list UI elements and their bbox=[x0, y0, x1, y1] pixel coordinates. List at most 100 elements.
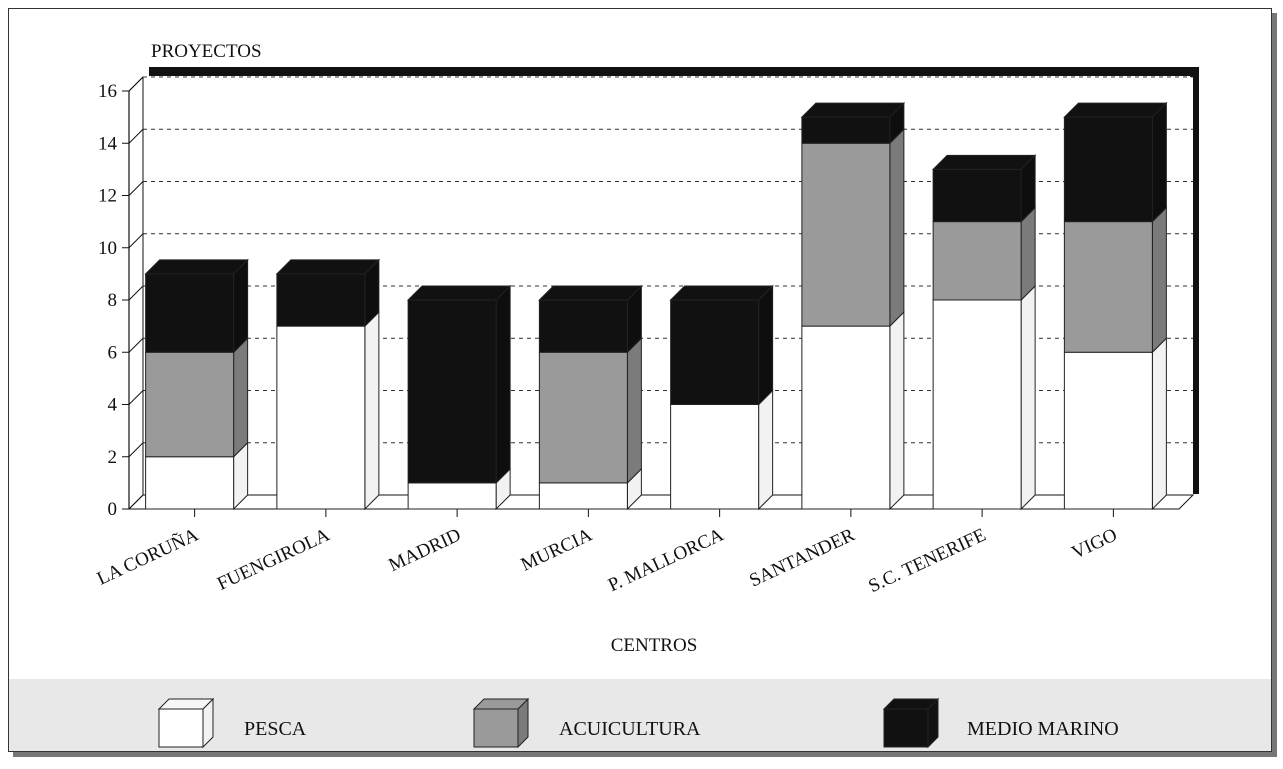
bar-stack bbox=[1063, 101, 1168, 511]
x-tick-label: MURCIA bbox=[518, 524, 596, 575]
bar-side bbox=[1151, 337, 1167, 511]
bar-stack bbox=[931, 154, 1037, 511]
bar-segment bbox=[670, 404, 760, 510]
bar-segment bbox=[276, 325, 366, 510]
bar-segment bbox=[932, 221, 1022, 301]
y-tick-label: 2 bbox=[108, 447, 118, 468]
legend-swatch-top bbox=[882, 698, 940, 710]
chart-frame: 0 2 4 6 8 10 12 14 16 LA CORUÑA FUENGIROLA MADRID M… bbox=[8, 8, 1272, 752]
bar-top bbox=[144, 259, 249, 275]
y-tick-label: 12 bbox=[98, 186, 117, 207]
bar-stack bbox=[144, 258, 249, 511]
y-tick-depth bbox=[128, 128, 144, 144]
bar-side bbox=[889, 310, 905, 511]
bar-stack bbox=[538, 284, 643, 511]
y-tick-label: 16 bbox=[98, 81, 117, 102]
bar-stack bbox=[800, 101, 906, 511]
x-tick-label: SANTANDER bbox=[746, 524, 858, 591]
y-tick-label: 8 bbox=[108, 290, 118, 311]
bar-segment bbox=[932, 168, 1022, 223]
legend-item: MEDIO MARINO bbox=[882, 697, 1119, 749]
legend-item: PESCA bbox=[157, 697, 307, 749]
x-tick-labels: LA CORUÑA FUENGIROLA MADRID MURCIA P. MALLOR… bbox=[93, 523, 1120, 597]
bar-segment bbox=[145, 351, 235, 458]
back-wall-right-edge bbox=[1190, 67, 1199, 494]
bar-segment bbox=[932, 299, 1022, 510]
y-tick-label: 6 bbox=[108, 342, 118, 363]
y-tick-label: 10 bbox=[98, 238, 117, 259]
bar-side bbox=[626, 337, 642, 485]
bar-side bbox=[233, 258, 249, 354]
bar-top bbox=[931, 154, 1037, 170]
bar-segment bbox=[538, 299, 628, 353]
legend-label: MEDIO MARINO bbox=[967, 718, 1119, 740]
bar-segment bbox=[276, 273, 366, 327]
x-axis-label: CENTROS bbox=[611, 635, 698, 656]
bar-side bbox=[364, 310, 380, 511]
bar-segment bbox=[1063, 221, 1153, 353]
bar-segment bbox=[145, 456, 235, 510]
y-tick-depth bbox=[128, 337, 144, 353]
bar-top bbox=[538, 285, 643, 301]
bar-segment bbox=[1063, 116, 1153, 223]
y-tick-label: 4 bbox=[108, 395, 118, 416]
y-tick-depth bbox=[128, 181, 144, 196]
legend-band bbox=[9, 679, 1271, 751]
x-tick-label: MADRID bbox=[386, 524, 465, 576]
legend-swatch-top bbox=[157, 698, 215, 710]
bar-top bbox=[800, 102, 906, 118]
bar-segment bbox=[538, 482, 628, 510]
x-tick-label: FUENGIROLA bbox=[214, 524, 333, 594]
bar-segment bbox=[801, 116, 891, 144]
y-axis-label: PROYECTOS bbox=[151, 41, 262, 62]
y-tick-labels: 0 2 4 6 8 10 12 14 16 bbox=[98, 81, 118, 520]
bar-stack bbox=[669, 284, 774, 511]
legend-label: ACUICULTURA bbox=[559, 718, 701, 740]
bar-segment bbox=[801, 325, 891, 510]
bar-segment bbox=[1063, 351, 1153, 510]
y-tick-label: 0 bbox=[108, 499, 118, 520]
x-tick-label: LA CORUÑA bbox=[93, 523, 202, 589]
legend-swatch-top bbox=[472, 698, 530, 710]
y-tick-depth bbox=[128, 285, 144, 301]
y-tick-label: 14 bbox=[98, 133, 118, 154]
legend-label: PESCA bbox=[244, 718, 307, 740]
x-tick-label: S.C. TENERIFE bbox=[865, 524, 989, 597]
legend-swatch bbox=[473, 708, 519, 748]
bar-stack bbox=[406, 284, 512, 511]
y-tick-depth bbox=[128, 442, 144, 458]
bar-stack bbox=[275, 258, 381, 511]
bar-segment bbox=[538, 351, 628, 484]
bar-top bbox=[1063, 102, 1168, 118]
y-tick-depth bbox=[128, 76, 144, 92]
bar-side bbox=[1151, 101, 1167, 223]
bar-top bbox=[275, 259, 381, 275]
bar-top bbox=[406, 285, 512, 301]
legend-swatch bbox=[883, 708, 929, 748]
bar-side bbox=[758, 389, 774, 511]
legend-swatch bbox=[158, 708, 204, 748]
x-tick-label: VIGO bbox=[1069, 524, 1121, 563]
x-tick-label: P. MALLORCA bbox=[605, 524, 727, 596]
stacked-bar-chart: 0 2 4 6 8 10 12 14 16 LA CORUÑA FUENGIROLA MADRID M… bbox=[9, 41, 1271, 751]
bar-side bbox=[1020, 284, 1036, 511]
bar-side bbox=[889, 128, 905, 328]
bar-segment bbox=[407, 482, 497, 510]
bar-side bbox=[1020, 206, 1036, 302]
bar-side bbox=[1151, 206, 1167, 354]
bars bbox=[144, 101, 1168, 511]
legend-item: ACUICULTURA bbox=[472, 697, 701, 749]
bar-segment bbox=[145, 273, 235, 353]
bar-segment bbox=[407, 299, 497, 484]
bar-side bbox=[233, 337, 249, 458]
bar-side bbox=[758, 284, 774, 406]
legend: PESCA ACUICULTURA MEDIO MARINO bbox=[157, 697, 1119, 749]
bar-top bbox=[669, 285, 774, 301]
y-tick-depth bbox=[128, 233, 144, 249]
bar-side bbox=[495, 284, 511, 485]
y-tick-depth bbox=[128, 494, 144, 510]
back-wall-top-edge bbox=[149, 67, 1199, 76]
bar-segment bbox=[801, 142, 891, 327]
y-tick-depth bbox=[128, 390, 144, 405]
bar-segment bbox=[670, 299, 760, 405]
